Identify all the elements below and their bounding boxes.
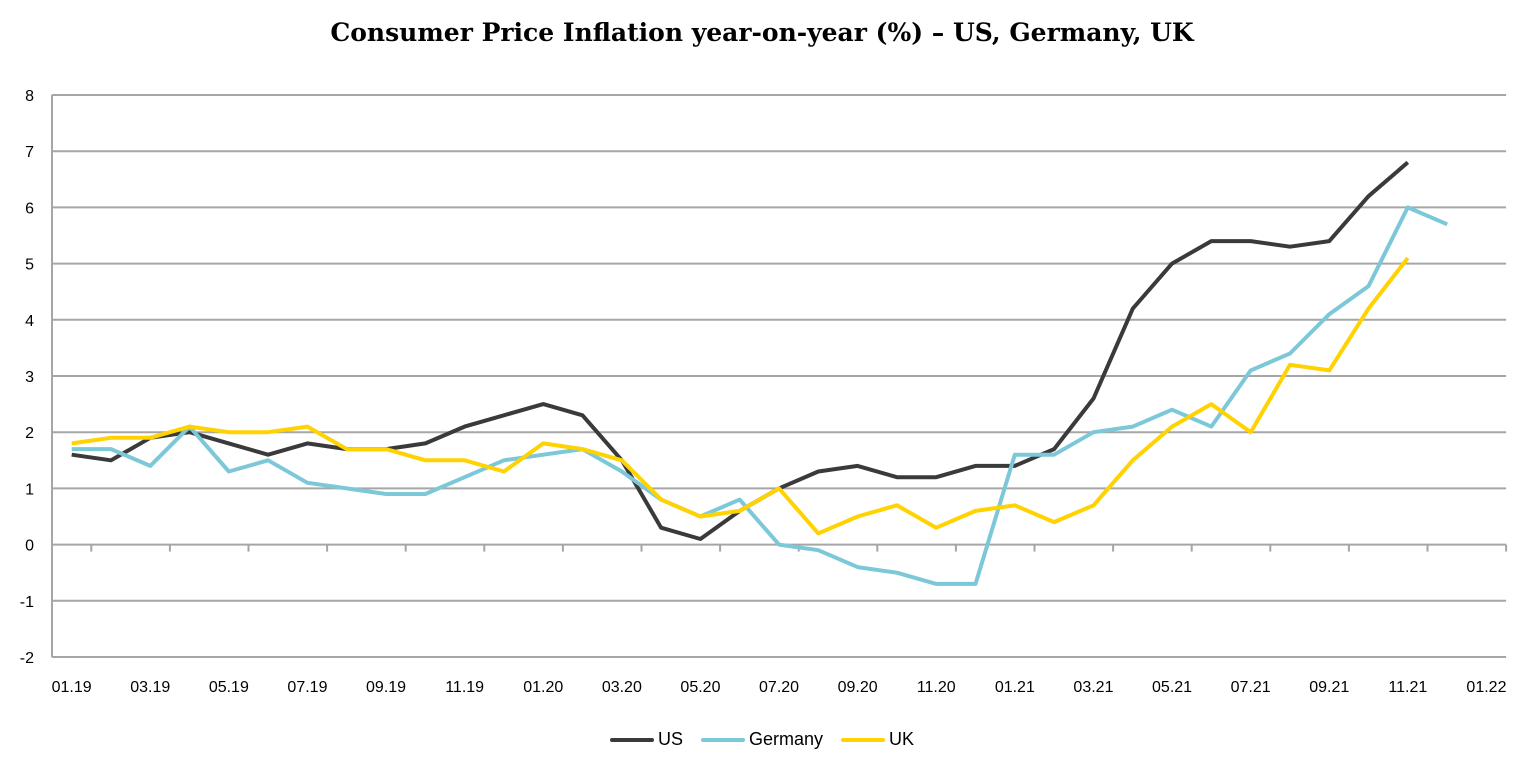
- x-tick-label: 03.20: [602, 679, 642, 696]
- y-tick-label: 6: [25, 200, 34, 217]
- legend-label: UK: [889, 729, 915, 749]
- x-tick-label: 05.21: [1152, 679, 1192, 696]
- series-line-us: [71, 160, 1410, 541]
- legend-swatch: [609, 737, 654, 742]
- y-tick-label: 2: [25, 425, 34, 442]
- x-tick-label: 07.21: [1231, 679, 1271, 696]
- x-tick-label: 09.21: [1309, 679, 1349, 696]
- x-tick-label: 01.21: [995, 679, 1035, 696]
- y-tick-label: 5: [25, 257, 34, 274]
- series-line-uk: [71, 256, 1410, 536]
- legend-label: Germany: [748, 729, 824, 749]
- x-tick-label: 03.21: [1073, 679, 1113, 696]
- y-tick-label: 1: [25, 481, 34, 498]
- x-tick-label: 05.19: [209, 679, 249, 696]
- series-line-germany: [71, 205, 1448, 586]
- legend-item-germany: Germany: [700, 729, 824, 750]
- x-tick-label: 11.19: [445, 679, 484, 696]
- y-tick-label: 7: [25, 144, 34, 161]
- y-tick-label: 3: [25, 369, 34, 386]
- x-tick-label: 09.19: [366, 679, 406, 696]
- x-tick-label: 01.19: [52, 679, 92, 696]
- y-tick-label: 8: [25, 88, 34, 105]
- y-tick-label: -1: [20, 594, 34, 611]
- legend-item-uk: UK: [841, 729, 914, 750]
- x-tick-label: 11.20: [917, 679, 956, 696]
- legend-swatch: [841, 737, 886, 742]
- x-tick-label: 03.19: [130, 679, 170, 696]
- x-tick-label: 07.20: [759, 679, 799, 696]
- y-tick-label: -2: [20, 650, 34, 667]
- y-tick-label: 0: [25, 538, 34, 555]
- legend: US Germany UK: [0, 729, 1524, 750]
- x-tick-label: 01.22: [1466, 679, 1506, 696]
- x-tick-label: 05.20: [680, 679, 720, 696]
- x-tick-label: 07.19: [287, 679, 327, 696]
- legend-swatch: [700, 737, 745, 742]
- legend-item-us: US: [609, 729, 683, 750]
- x-tick-label: 09.20: [838, 679, 878, 696]
- x-tick-label: 01.20: [523, 679, 563, 696]
- legend-label: US: [657, 729, 683, 749]
- x-tick-label: 11.21: [1388, 679, 1427, 696]
- chart-title: Consumer Price Inflation year-on-year (%…: [330, 18, 1194, 47]
- y-tick-label: 4: [25, 313, 34, 330]
